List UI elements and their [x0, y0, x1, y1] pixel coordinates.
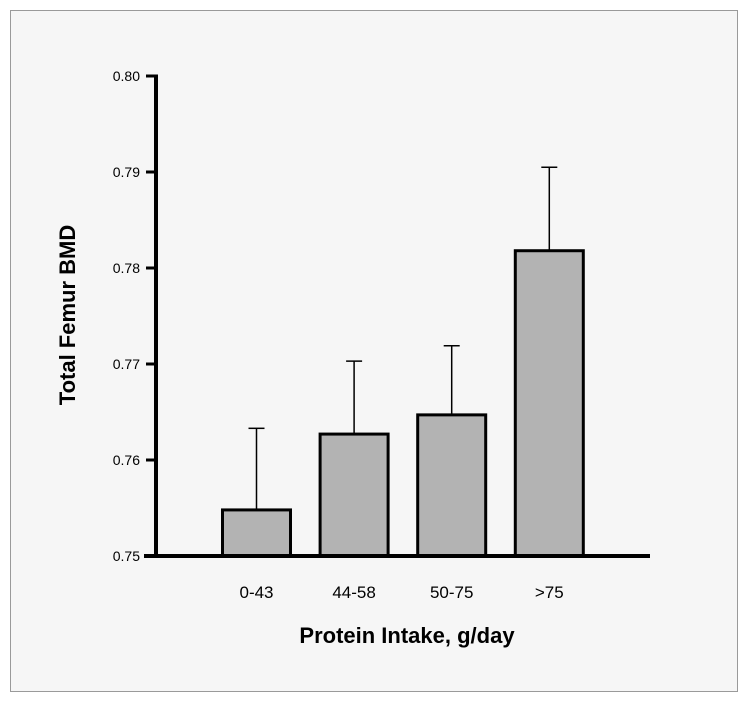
axes-layer	[144, 74, 650, 558]
x-tick-label: >75	[535, 583, 564, 602]
x-tick-labels: 0-43 44-58 50-75 >75	[239, 583, 563, 602]
bar	[513, 249, 585, 558]
bar	[416, 413, 488, 558]
x-tick-label: 0-43	[239, 583, 273, 602]
bar	[318, 432, 390, 558]
x-axis-title: Protein Intake, g/day	[299, 623, 515, 648]
bars-layer	[221, 166, 585, 558]
chart-frame	[10, 10, 738, 692]
x-tick-label: 50-75	[430, 583, 473, 602]
y-tick-label: 0.78	[113, 260, 140, 276]
y-tick-label: 0.77	[113, 356, 140, 372]
y-tick-label: 0.76	[113, 452, 140, 468]
y-tick-label: 0.79	[113, 164, 140, 180]
x-tick-label: 44-58	[332, 583, 375, 602]
bar	[221, 508, 292, 558]
y-tick-label: 0.80	[113, 68, 140, 84]
y-tick-label: 0.75	[113, 548, 140, 564]
y-axis-title: Total Femur BMD	[55, 225, 80, 405]
y-ticks: 0.75 0.76 0.77 0.78 0.79 0.80	[113, 68, 156, 564]
